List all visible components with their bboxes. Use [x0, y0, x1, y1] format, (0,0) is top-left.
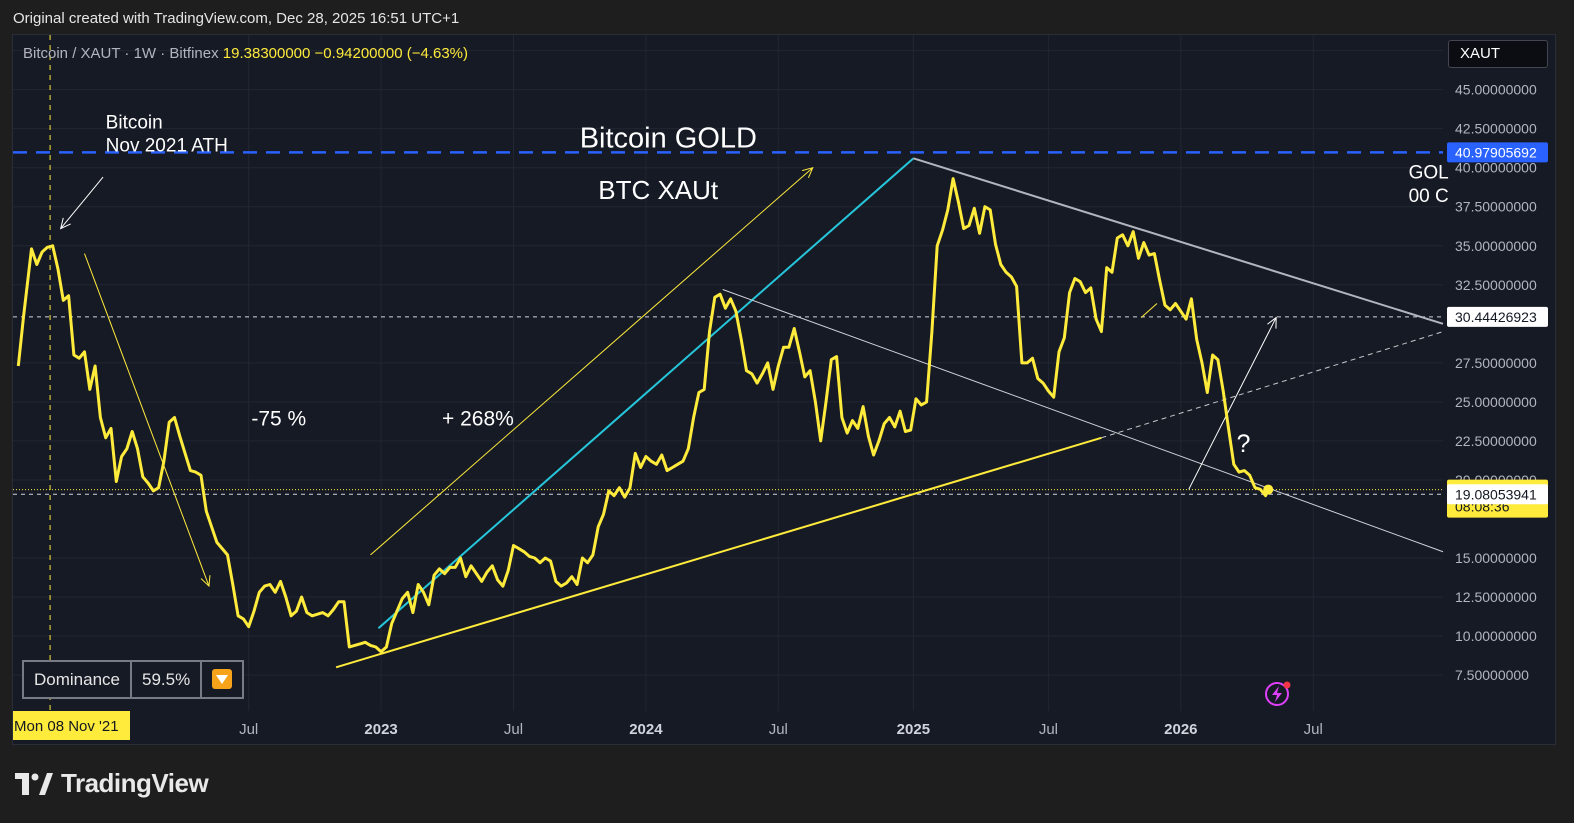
target-marker — [1140, 303, 1158, 318]
price-label-text: 30.44426923 — [1455, 309, 1537, 325]
inner-channel-line — [722, 289, 1444, 553]
support-extension-line — [1101, 331, 1444, 439]
x-tick-label: Jul — [1039, 721, 1058, 738]
symbol-name: Bitcoin / XAUT · 1W · Bitfinex — [23, 45, 219, 62]
price-labels: 40.9790569230.4442692319.3830000008:08:3… — [1265, 142, 1548, 706]
x-tick-label: Jul — [504, 721, 523, 738]
last-price: 19.38300000 — [222, 45, 311, 62]
tradingview-wordmark: TradingView — [61, 768, 209, 798]
grid-lines — [13, 35, 1443, 711]
symbol-input[interactable]: XAUT — [1448, 40, 1548, 68]
price-label-box — [1447, 484, 1548, 505]
chart-annotation: GOL — [1409, 163, 1449, 184]
chart-annotation: Bitcoin GOLD — [580, 122, 757, 154]
resistance-trend-line — [913, 157, 1444, 325]
x-tick-label: Jul — [239, 721, 258, 738]
channel-trend-line — [377, 157, 915, 630]
y-tick-label: 15.00000000 — [1455, 550, 1537, 566]
y-tick-label: 45.00000000 — [1455, 82, 1537, 98]
y-tick-label: 27.50000000 — [1455, 355, 1537, 371]
crosshair-date-label: Mon 08 Nov '21 — [13, 711, 130, 740]
alert-lightning-icon — [1265, 681, 1291, 706]
x-tick-label: Jul — [769, 721, 788, 738]
chart-annotation: + 268% — [442, 407, 514, 430]
dominance-toggle[interactable] — [202, 662, 242, 697]
down-arrow-icon — [212, 669, 233, 689]
price-label-box — [1447, 142, 1548, 163]
price-label-text: 40.97905692 — [1455, 144, 1537, 160]
alert-icon-ring — [1265, 682, 1289, 706]
support-trend-line — [335, 436, 1102, 669]
y-tick-label: 35.00000000 — [1455, 238, 1537, 254]
y-tick-label: 12.50000000 — [1455, 589, 1537, 605]
symbol-legend[interactable]: Bitcoin / XAUT · 1W · Bitfinex 19.383000… — [23, 45, 468, 62]
btc-xaut-line — [16, 177, 1270, 654]
tradingview-logo-icon — [15, 772, 53, 795]
price-label: 30.44426923 — [1447, 306, 1548, 327]
y-tick-label: 37.50000000 — [1455, 199, 1537, 215]
x-tick-label: Jul — [1304, 721, 1323, 738]
x-tick-label: 2023 — [364, 721, 397, 738]
chart-annotation: 00 C — [1409, 186, 1449, 207]
x-tick-label: 2026 — [1164, 721, 1197, 738]
ath-pointer-arrow-head — [59, 217, 71, 230]
decline-arrow — [84, 253, 211, 588]
price-label: 40.97905692 — [1447, 142, 1548, 163]
x-tick-label: 2024 — [629, 721, 663, 738]
price-change: −0.94200000 (−4.63%) — [314, 45, 469, 62]
price-label-text: 19.08053941 — [1455, 486, 1537, 502]
trend-drawings — [59, 157, 1444, 669]
last-price-dot — [1263, 484, 1274, 495]
price-label: 19.08053941 — [1447, 484, 1548, 505]
y-tick-label: 10.00000000 — [1455, 628, 1537, 644]
alert-icon-dot — [1283, 681, 1291, 689]
y-tick-label: 22.50000000 — [1455, 433, 1537, 449]
chart-annotation: Nov 2021 ATH — [106, 135, 228, 156]
rally-arrow-shaft — [370, 167, 814, 556]
tradingview-logo[interactable]: TradingView — [15, 768, 209, 799]
y-tick-label: 25.00000000 — [1455, 394, 1537, 410]
y-tick-label: 42.50000000 — [1455, 121, 1537, 137]
chart-annotation: -75 % — [251, 407, 306, 430]
y-tick-label: 32.50000000 — [1455, 277, 1537, 293]
alert-icon-bolt — [1272, 686, 1282, 702]
decline-arrow-shaft — [84, 253, 210, 587]
dominance-widget[interactable]: Dominance 59.5% — [22, 660, 245, 699]
price-label-box — [1447, 306, 1548, 327]
projection-arrow-head — [1267, 316, 1277, 329]
chart-annotation: BTC XAUt — [598, 175, 719, 205]
chart-annotation: Bitcoin — [106, 113, 163, 134]
y-tick-label: 40.00000000 — [1455, 160, 1537, 176]
rally-arrow — [370, 166, 814, 556]
axes: Jul2023Jul2024Jul2025Jul2026Jul47.500000… — [239, 43, 1537, 738]
decline-arrow-head — [200, 575, 211, 588]
chart-annotation: ? — [1236, 430, 1250, 458]
projection-arrow — [1188, 316, 1277, 490]
projection-arrow-shaft — [1188, 317, 1277, 490]
ath-pointer-arrow — [59, 176, 104, 230]
price-series — [16, 177, 1274, 654]
y-tick-label: 7.50000000 — [1455, 667, 1529, 683]
dominance-value: 59.5% — [132, 662, 203, 697]
chart-credit: Original created with TradingView.com, D… — [13, 10, 460, 27]
x-tick-label: 2025 — [897, 721, 930, 738]
ath-pointer-arrow-shaft — [60, 176, 104, 229]
rally-arrow-head — [802, 166, 814, 179]
guide-lines — [13, 35, 1443, 711]
dominance-label: Dominance — [24, 662, 132, 697]
